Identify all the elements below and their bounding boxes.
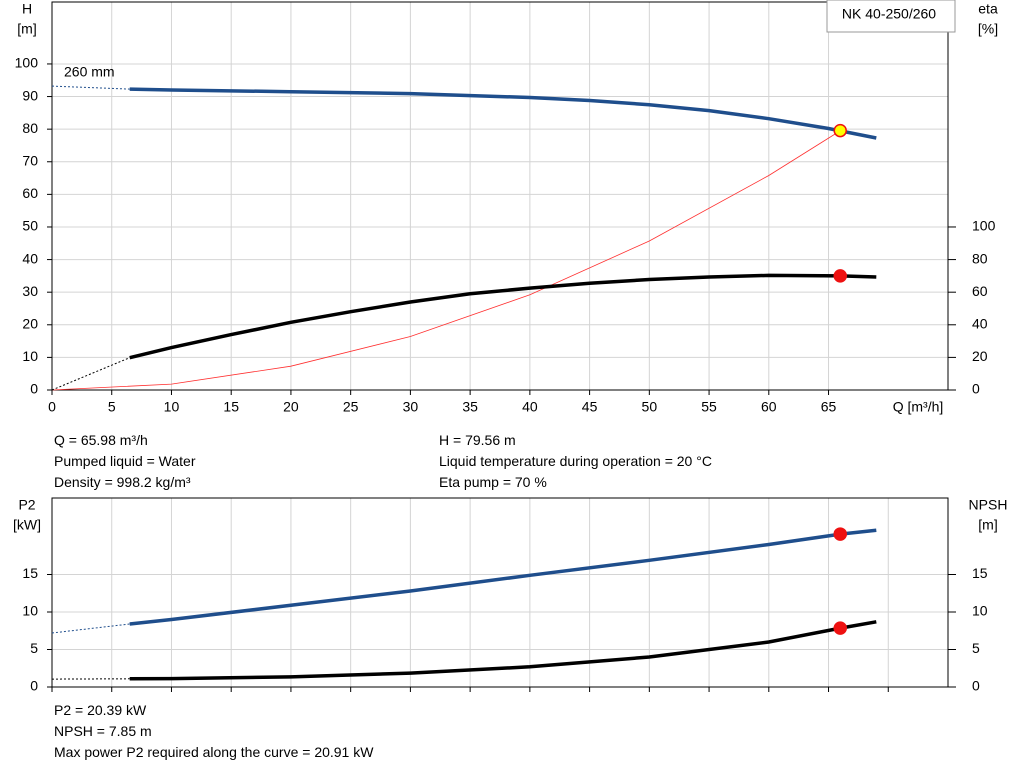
curve <box>129 528 877 626</box>
y-tick-label: 0 <box>30 678 38 694</box>
y2-tick-label: 20 <box>972 348 988 364</box>
curve <box>51 130 841 391</box>
curve <box>51 85 130 90</box>
info-line: H = 79.56 m <box>439 432 516 448</box>
x-tick-label: 65 <box>821 399 837 415</box>
y2-tick-label: 0 <box>972 678 980 694</box>
y-tick-label: 80 <box>22 120 38 136</box>
x-tick-label: 15 <box>223 399 239 415</box>
x-tick-label: 30 <box>403 399 419 415</box>
info-line: P2 = 20.39 kW <box>54 702 147 718</box>
info-line: Liquid temperature during operation = 20… <box>439 453 712 469</box>
y-tick-label: 30 <box>22 283 38 299</box>
y-axis-label: P2 <box>18 497 35 513</box>
y2-tick-label: 15 <box>972 565 988 581</box>
x-tick-label: 0 <box>48 399 56 415</box>
y-axis-label: [kW] <box>13 517 41 533</box>
y-axis-label: H <box>22 1 32 17</box>
y2-tick-label: 100 <box>972 218 996 234</box>
y-tick-label: 70 <box>22 152 38 168</box>
x-tick-label: 55 <box>701 399 717 415</box>
y-tick-label: 15 <box>22 565 38 581</box>
operating-point <box>833 123 847 138</box>
info-line: Q = 65.98 m³/h <box>54 432 148 448</box>
y2-tick-label: 5 <box>972 640 980 656</box>
x-tick-label: 25 <box>343 399 359 415</box>
y-tick-label: 60 <box>22 185 38 201</box>
y-tick-label: 100 <box>15 55 39 71</box>
y2-axis-label: NPSH <box>969 497 1008 513</box>
y2-tick-label: 0 <box>972 381 980 397</box>
y-tick-label: 40 <box>22 250 38 266</box>
y2-tick-label: 60 <box>972 283 988 299</box>
info-line: Eta pump = 70 % <box>439 474 547 490</box>
curve <box>51 623 130 634</box>
x-tick-label: 10 <box>164 399 180 415</box>
y-tick-label: 50 <box>22 218 38 234</box>
operating-point <box>833 527 847 541</box>
x-tick-label: 45 <box>582 399 598 415</box>
y2-axis-label: [%] <box>978 21 998 37</box>
curve <box>129 620 877 681</box>
operating-point <box>833 269 847 283</box>
chart-title: NK 40-250/260 <box>842 6 936 22</box>
y-tick-label: 90 <box>22 87 38 103</box>
x-tick-label: 35 <box>462 399 478 415</box>
y-tick-label: 5 <box>30 640 38 656</box>
y-tick-label: 10 <box>22 603 38 619</box>
y2-axis-label: [m] <box>978 517 997 533</box>
info-line: Pumped liquid = Water <box>54 453 196 469</box>
y2-tick-label: 40 <box>972 315 988 331</box>
plot-frame <box>51 1 949 391</box>
x-tick-label: 5 <box>108 399 116 415</box>
title-box <box>826 0 956 33</box>
curve <box>129 87 877 140</box>
curve <box>51 357 130 391</box>
y-tick-label: 20 <box>22 315 38 331</box>
curve <box>129 273 877 360</box>
x-tick-label: 60 <box>761 399 777 415</box>
x-axis-label: Q [m³/h] <box>893 399 944 415</box>
info-line: Density = 998.2 kg/m³ <box>54 474 191 490</box>
curve-annotation: 260 mm <box>64 64 115 80</box>
y2-tick-label: 10 <box>972 603 988 619</box>
x-tick-label: 40 <box>522 399 538 415</box>
operating-point <box>833 621 847 635</box>
y2-axis-label: eta <box>978 1 998 17</box>
x-tick-label: 20 <box>283 399 299 415</box>
info-line: NPSH = 7.85 m <box>54 723 152 739</box>
info-line: Max power P2 required along the curve = … <box>54 744 374 760</box>
y2-tick-label: 80 <box>972 250 988 266</box>
y-tick-label: 10 <box>22 348 38 364</box>
y-axis-label: [m] <box>17 21 36 37</box>
y-tick-label: 0 <box>30 381 38 397</box>
plot-frame <box>51 497 949 688</box>
x-tick-label: 50 <box>642 399 658 415</box>
